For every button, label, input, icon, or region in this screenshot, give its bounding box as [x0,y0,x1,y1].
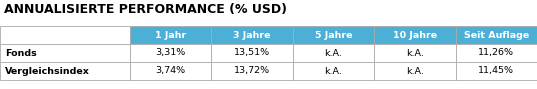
Bar [455,26,537,44]
Text: 3,31%: 3,31% [156,49,186,57]
Text: 1 Jahr: 1 Jahr [155,31,186,40]
Bar [455,62,537,80]
Text: k.A.: k.A. [406,49,424,57]
Text: 13,72%: 13,72% [234,66,270,75]
Text: k.A.: k.A. [324,66,343,75]
Text: k.A.: k.A. [324,49,343,57]
Text: 5 Jahre: 5 Jahre [315,31,352,40]
Text: Fonds: Fonds [5,49,37,57]
Text: 3,74%: 3,74% [156,66,186,75]
Bar [455,44,537,62]
Bar [374,44,455,62]
Bar [130,62,212,80]
Bar [374,62,455,80]
Text: ANNUALISIERTE PERFORMANCE (% USD): ANNUALISIERTE PERFORMANCE (% USD) [4,3,287,16]
Text: 11,45%: 11,45% [478,66,514,75]
Bar [293,26,374,44]
Bar [212,26,293,44]
Text: Vergleichsindex: Vergleichsindex [5,66,90,75]
Bar [0,62,130,80]
Bar [374,26,455,44]
Bar [212,62,293,80]
Bar [212,44,293,62]
Bar [0,26,130,44]
Text: 3 Jahre: 3 Jahre [234,31,271,40]
Bar [293,44,374,62]
Text: Seit Auflage: Seit Auflage [463,31,529,40]
Text: k.A.: k.A. [406,66,424,75]
Text: 11,26%: 11,26% [478,49,514,57]
Bar [130,26,212,44]
Text: 10 Jahre: 10 Jahre [393,31,437,40]
Bar [130,44,212,62]
Bar [293,62,374,80]
Text: 13,51%: 13,51% [234,49,270,57]
Bar [0,44,130,62]
